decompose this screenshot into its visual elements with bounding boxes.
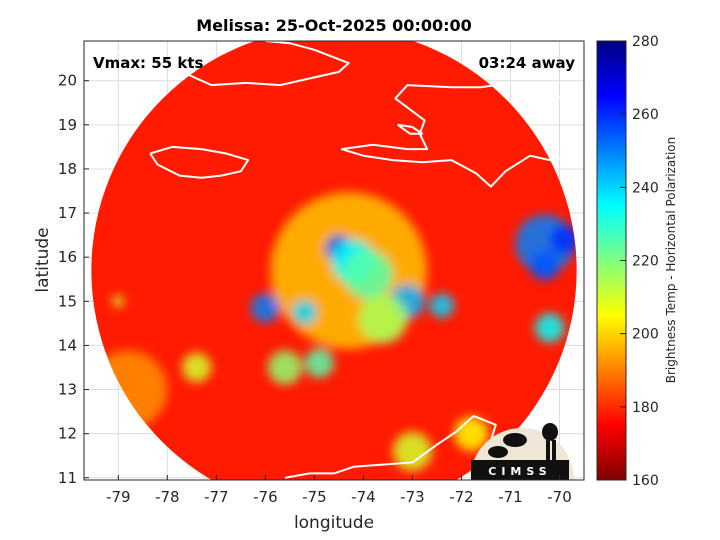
x-tick-label: -79	[106, 488, 131, 506]
y-tick-label: 16	[58, 248, 77, 266]
y-tick-label: 14	[58, 336, 77, 354]
colorbar-tick-label: 180	[632, 400, 659, 416]
y-tick-label: 12	[58, 425, 77, 443]
convective-cell	[112, 295, 125, 308]
x-tick-label: -73	[400, 488, 425, 506]
coastline	[341, 81, 584, 151]
plot-area: CIMSS -79 -78 -77 -76 -75 -74 -73 -72 -71 -70 111…	[58, 40, 585, 506]
x-tick-label: -76	[253, 488, 278, 506]
coastline	[397, 123, 424, 135]
y-tick-label: 15	[58, 292, 77, 310]
x-tick-labels: -79 -78 -77 -76 -75 -74 -73 -72 -71 -70	[106, 475, 572, 506]
y-tick-label: 17	[58, 204, 77, 222]
convective-cell	[343, 250, 393, 300]
x-tick-label: -71	[498, 488, 523, 506]
convective-cell	[429, 293, 455, 318]
y-tick-label: 18	[58, 160, 77, 178]
brightness-temp-swath	[91, 41, 577, 480]
cimss-logo: CIMSS	[470, 423, 574, 480]
convective-cell	[534, 313, 565, 343]
time-away-annotation: 03:24 away	[479, 54, 576, 72]
y-tick-label: 11	[58, 469, 77, 487]
x-tick-label: -74	[351, 488, 376, 506]
x-axis-label: longitude	[294, 513, 374, 533]
x-tick-label: -77	[204, 488, 229, 506]
x-tick-label: -70	[547, 488, 572, 506]
colorbar-label: Brightness Temp - Horizontal Polarizatio…	[664, 137, 678, 384]
colorbar-ticks: 160 180 200 220 240 260 280	[620, 34, 659, 489]
convective-cell	[182, 352, 212, 383]
chart-title: Melissa: 25-Oct-2025 00:00:00	[196, 16, 472, 35]
convective-cell	[392, 431, 433, 471]
colorbar-tick-label: 280	[632, 34, 659, 50]
x-tick-label: -78	[155, 488, 180, 506]
vmax-annotation: Vmax: 55 kts	[93, 54, 203, 72]
convective-cell	[304, 348, 335, 378]
convective-cell	[530, 251, 560, 281]
coastline	[84, 41, 350, 87]
convective-cell	[292, 300, 317, 325]
colorbar-tick-label: 220	[632, 254, 659, 270]
convective-cell	[358, 294, 408, 344]
colorbar-tick-label: 160	[632, 473, 659, 489]
plot-frame	[83, 40, 585, 481]
colorbar-tick-label: 200	[632, 327, 659, 343]
colorbar: 160 180 200 220 240 260 280 Brightness Temp - …	[596, 34, 678, 489]
convective-cell	[549, 224, 577, 255]
y-tick-label: 20	[58, 72, 77, 90]
x-tick-label: -72	[449, 488, 474, 506]
y-tick-label: 13	[58, 381, 77, 399]
colorbar-tick-label: 240	[632, 180, 659, 196]
y-tick-labels: 11 12 13 14 15 16 17 18 19 20	[58, 72, 89, 487]
coastline	[341, 148, 584, 188]
colorbar-tick-label: 260	[632, 107, 659, 123]
x-tick-label: -75	[302, 488, 327, 506]
svg-text:CIMSS: CIMSS	[488, 465, 551, 478]
convective-cell	[250, 293, 281, 323]
y-tick-label: 19	[58, 116, 77, 134]
convective-cell	[267, 350, 303, 385]
coastline	[149, 145, 250, 179]
y-axis-label: latitude	[33, 227, 53, 292]
